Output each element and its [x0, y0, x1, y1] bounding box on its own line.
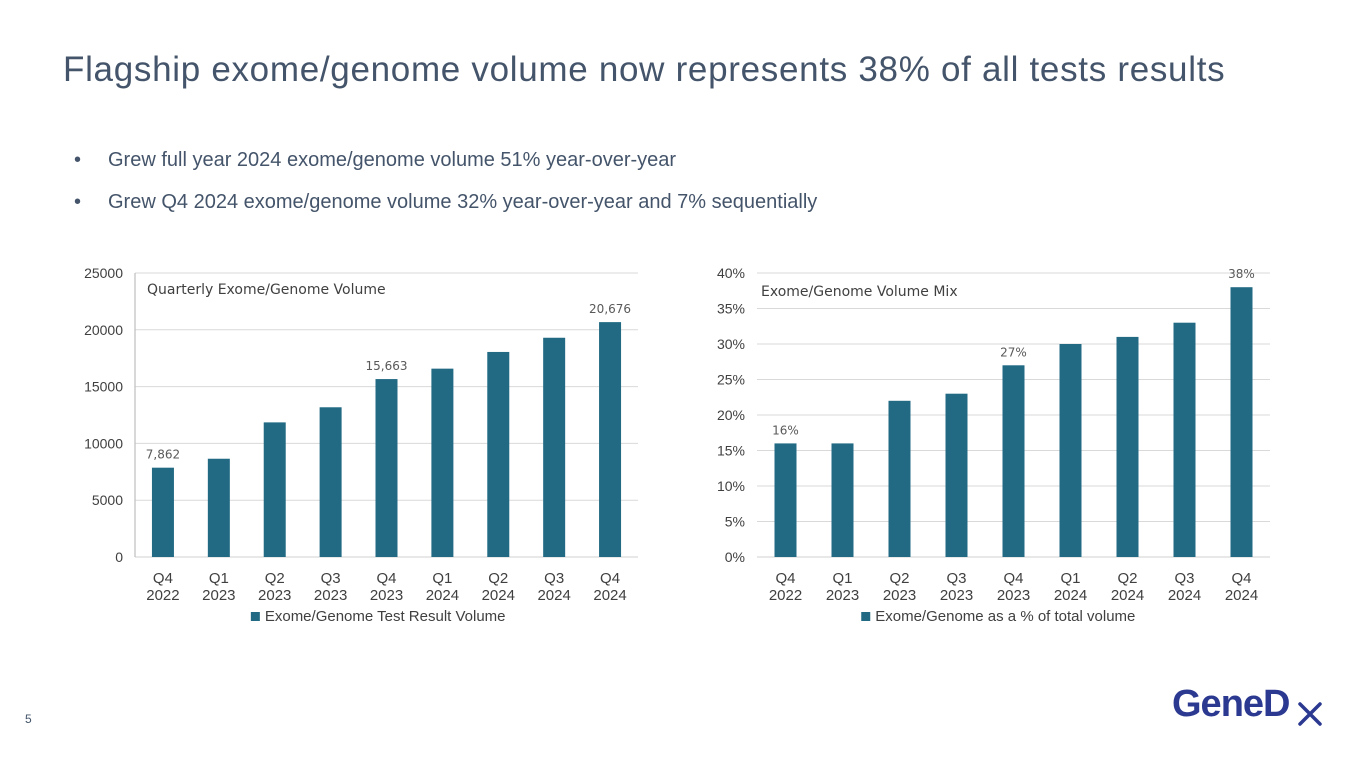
x-tick-label: 2023 — [826, 587, 859, 604]
x-tick-label: 2022 — [146, 587, 179, 604]
data-label: 15,663 — [366, 359, 408, 373]
x-tick-label: 2023 — [314, 587, 347, 604]
x-tick-label: Q2 — [488, 570, 508, 587]
x-tick-label: Q4 — [775, 570, 795, 587]
data-label: 20,676 — [589, 302, 631, 316]
x-tick-label: Q4 — [600, 570, 620, 587]
x-tick-label: 2024 — [1054, 587, 1087, 604]
x-tick-label: Q2 — [1117, 570, 1137, 587]
y-tick-label: 35% — [717, 301, 745, 317]
bar — [207, 458, 230, 557]
data-label: 7,862 — [146, 448, 180, 462]
y-tick-label: 15% — [717, 443, 745, 459]
data-label: 38% — [1228, 267, 1255, 281]
bar — [375, 379, 398, 557]
logo-x-mark — [1298, 702, 1322, 726]
chart-title: Quarterly Exome/Genome Volume — [147, 282, 386, 298]
chart-title: Exome/Genome Volume Mix — [761, 284, 958, 300]
x-tick-label: 2024 — [537, 587, 570, 604]
x-tick-label: Q2 — [265, 570, 285, 587]
y-tick-label: 20000 — [84, 322, 123, 338]
x-tick-label: Q1 — [1060, 570, 1080, 587]
bar — [263, 422, 286, 557]
genedx-logo: GeneD — [1172, 683, 1322, 726]
y-tick-label: 0% — [725, 549, 745, 565]
bullet-item: • Grew full year 2024 exome/genome volum… — [74, 146, 817, 188]
x-tick-label: 2023 — [883, 587, 916, 604]
bar — [599, 322, 622, 557]
x-tick-label: Q1 — [832, 570, 852, 587]
bar — [945, 393, 968, 557]
y-tick-label: 5000 — [92, 492, 123, 508]
bar — [487, 351, 510, 557]
bar — [1002, 365, 1025, 557]
x-tick-label: Q3 — [1174, 570, 1194, 587]
volume-chart-svg: 0 5000 10000 15000 20000 25000 Quarterly Exome… — [84, 265, 638, 625]
bar — [888, 400, 911, 557]
x-tick-label: 2023 — [370, 587, 403, 604]
x-tick-label: 2024 — [1225, 587, 1258, 604]
y-tick-label: 5% — [725, 514, 745, 530]
page-number: 5 — [25, 712, 32, 726]
bullet-list: • Grew full year 2024 exome/genome volum… — [74, 146, 817, 230]
y-tick-label: 40% — [717, 265, 745, 281]
x-tick-label: 2023 — [258, 587, 291, 604]
y-tick-label: 0 — [115, 549, 123, 565]
x-tick-label: Q4 — [1231, 570, 1251, 587]
x-tick-label: 2024 — [482, 587, 515, 604]
bar — [1230, 287, 1253, 557]
data-label: 16% — [772, 423, 799, 437]
x-tick-label: 2024 — [593, 587, 626, 604]
mix-chart: 0% 5% 10% 15% 20% 25% 30% 35% 40% Exome/Genome Vo… — [695, 250, 1285, 640]
legend-swatch — [250, 612, 260, 621]
bar — [831, 443, 854, 557]
x-tick-label: 2023 — [997, 587, 1030, 604]
x-tick-label: Q3 — [946, 570, 966, 587]
volume-chart: 0 5000 10000 15000 20000 25000 Quarterly Exome… — [60, 250, 650, 640]
y-tick-label: 10000 — [84, 435, 123, 451]
bar — [431, 368, 454, 557]
x-tick-label: Q2 — [889, 570, 909, 587]
mix-chart-svg: 0% 5% 10% 15% 20% 25% 30% 35% 40% Exome/Genome Vo… — [717, 265, 1270, 625]
bar — [1173, 322, 1196, 557]
x-tick-label: Q4 — [1003, 570, 1023, 587]
bar — [774, 443, 797, 557]
bar — [319, 407, 342, 557]
y-tick-label: 25% — [717, 372, 745, 388]
bullet-marker: • — [74, 149, 82, 171]
bar — [1059, 344, 1082, 557]
x-tick-label: 2024 — [426, 587, 459, 604]
bar — [1116, 336, 1139, 557]
bullet-marker: • — [74, 191, 82, 213]
slide-title: Flagship exome/genome volume now represe… — [63, 50, 1226, 89]
x-tick-label: 2023 — [940, 587, 973, 604]
bullet-text: Grew full year 2024 exome/genome volume … — [108, 149, 677, 171]
x-tick-label: Q1 — [432, 570, 452, 587]
x-tick-label: Q4 — [376, 570, 396, 587]
x-tick-label: Q1 — [209, 570, 229, 587]
x-tick-label: Q4 — [153, 570, 173, 587]
bullet-item: • Grew Q4 2024 exome/genome volume 32% y… — [74, 188, 817, 230]
svg-text:GeneD: GeneD — [1172, 683, 1289, 725]
x-tick-label: Q3 — [321, 570, 341, 587]
x-tick-label: Q3 — [544, 570, 564, 587]
y-tick-label: 20% — [717, 407, 745, 423]
x-tick-label: 2022 — [769, 587, 802, 604]
bar — [543, 337, 566, 557]
y-tick-label: 15000 — [84, 379, 123, 395]
bar — [151, 467, 174, 557]
legend-label: Exome/Genome as a % of total volume — [875, 608, 1135, 625]
legend-label: Exome/Genome Test Result Volume — [265, 608, 506, 625]
y-tick-label: 10% — [717, 478, 745, 494]
x-tick-label: 2024 — [1168, 587, 1201, 604]
bullet-text: Grew Q4 2024 exome/genome volume 32% yea… — [108, 191, 818, 213]
y-tick-label: 30% — [717, 336, 745, 352]
x-tick-label: 2024 — [1111, 587, 1144, 604]
y-tick-label: 25000 — [84, 265, 123, 281]
data-label: 27% — [1000, 345, 1027, 359]
legend-swatch — [861, 612, 871, 621]
x-tick-label: 2023 — [202, 587, 235, 604]
